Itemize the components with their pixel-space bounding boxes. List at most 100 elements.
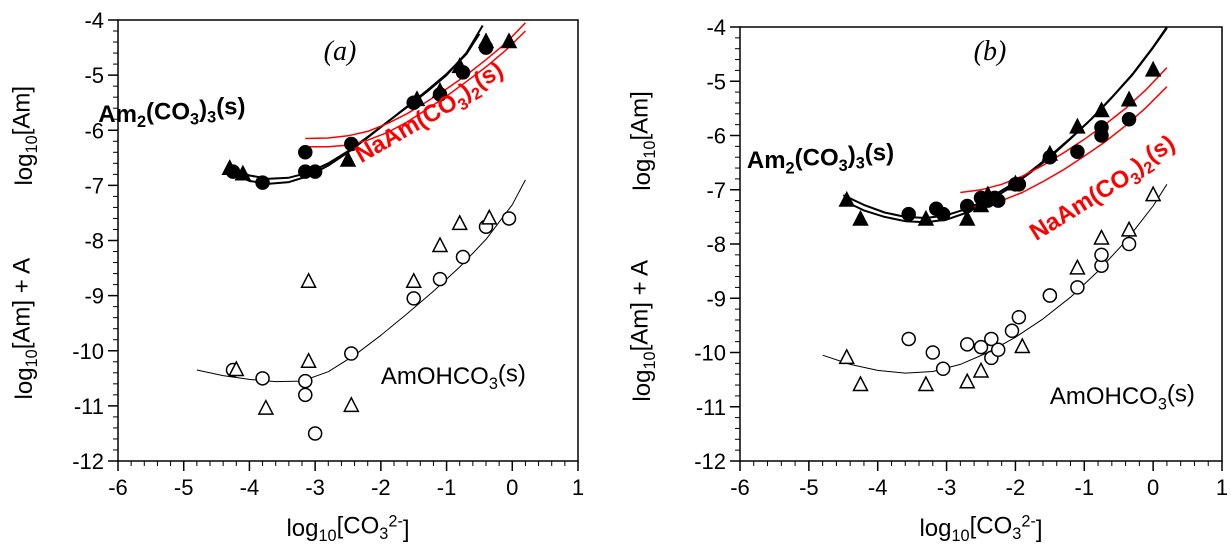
data-point-filled-circle (298, 145, 313, 160)
data-point-open-triangle (958, 372, 976, 389)
data-point-filled-triangle (838, 190, 855, 207)
data-point-filled-triangle (958, 209, 976, 226)
y-tick-label: -5 (706, 69, 726, 94)
data-point-open-circle (959, 337, 975, 352)
data-point-open-circle (935, 361, 951, 377)
phase-annotation: Am2(CO3)3(s) (98, 94, 245, 132)
data-point-open-circle (455, 249, 471, 265)
data-point-open-circle (298, 387, 313, 403)
data-point-open-triangle (1069, 258, 1086, 275)
data-point-open-circle (501, 211, 517, 226)
y-tick-label: -6 (706, 124, 726, 149)
data-point-open-circle (344, 346, 359, 361)
data-point-open-triangle (405, 272, 422, 289)
data-point-open-triangle (343, 396, 360, 413)
data-point-filled-triangle (1041, 144, 1059, 161)
y-tick-label: -4 (706, 15, 726, 40)
y-tick-label: -4 (84, 8, 104, 33)
data-point-filled-circle (935, 206, 951, 222)
panel-tag: (b) (974, 36, 1007, 67)
data-point-filled-triangle (234, 164, 252, 181)
phase-annotation: NaAm(CO3)2(s) (348, 56, 512, 171)
data-point-open-circle (1011, 309, 1027, 325)
data-point-filled-triangle (1120, 90, 1138, 107)
data-point-open-circle (990, 342, 1006, 358)
y-tick-label: -11 (696, 395, 726, 420)
y-tick-label: -7 (84, 173, 104, 198)
y-tick-label: -5 (84, 63, 104, 88)
data-point-filled-triangle (339, 150, 357, 167)
data-point-open-circle (1094, 247, 1109, 263)
x-tick-label: 0 (506, 475, 518, 500)
data-point-filled-triangle (1144, 60, 1162, 77)
data-point-filled-triangle (979, 185, 997, 202)
data-point-open-circle (901, 331, 916, 347)
data-point-filled-circle (1121, 111, 1137, 127)
x-tick-label: -6 (108, 475, 128, 500)
data-point-filled-circle (1070, 144, 1085, 160)
plot-frame (117, 19, 579, 462)
data-point-filled-triangle (408, 90, 426, 107)
data-point-filled-triangle (1093, 101, 1110, 118)
data-point-open-triangle (451, 214, 468, 231)
data-point-open-triangle (228, 360, 245, 377)
data-point-open-triangle (1144, 185, 1162, 202)
data-point-open-triangle (852, 375, 869, 392)
data-point-filled-triangle (221, 159, 238, 176)
data-point-open-triangle (917, 375, 935, 392)
y-tick-label: -9 (706, 286, 726, 311)
y-axis-label-bottom: log10[Am] + A (9, 258, 42, 400)
data-point-open-circle (255, 371, 270, 386)
chart-panel-a: -6 -5 -4 -3 -2 -1 0 1-12-11-10-9-8-7-6-5-4log10… (9, 8, 585, 545)
x-tick-label: -4 (868, 475, 888, 500)
data-point-filled-triangle (1007, 174, 1024, 191)
y-tick-label: -9 (84, 284, 104, 309)
data-point-filled-triangle (852, 209, 869, 226)
data-point-open-circle (406, 291, 421, 306)
x-axis-label: log10[CO32-] (919, 513, 1042, 546)
x-tick-label: -3 (305, 475, 325, 500)
data-point-open-circle (984, 331, 999, 347)
data-point-open-triangle (257, 398, 275, 415)
data-point-open-triangle (838, 348, 855, 365)
data-point-open-circle (925, 345, 941, 360)
data-point-filled-triangle (431, 81, 449, 98)
data-point-open-triangle (481, 208, 498, 225)
data-point-open-circle (307, 426, 323, 441)
data-point-open-circle (1004, 323, 1020, 339)
data-point-open-circle (973, 339, 989, 355)
data-point-open-triangle (972, 361, 990, 378)
data-point-open-circle (1070, 280, 1085, 295)
y-tick-label: -10 (72, 339, 104, 364)
y-axis-label-bottom: log10[Am] + A (627, 260, 660, 402)
chart-panel-b: -6 -5 -4 -3 -2 -1 0 1-12-11-10-9-8-7-6-5-4log10… (627, 15, 1229, 545)
data-point-filled-triangle (972, 196, 990, 213)
y-tick-label: -6 (84, 118, 104, 143)
x-tick-label: 1 (1216, 475, 1228, 500)
panel-tag: (a) (324, 36, 357, 67)
data-point-open-circle (1042, 288, 1058, 303)
data-point-open-circle (1121, 236, 1137, 252)
data-point-open-triangle (431, 236, 449, 253)
data-point-open-triangle (1014, 337, 1031, 354)
data-point-filled-circle (344, 136, 359, 152)
x-tick-label: -2 (371, 475, 391, 500)
x-tick-label: -5 (799, 475, 819, 500)
phase-annotation: NaAm(CO3)2(s) (1022, 130, 1184, 249)
data-point-filled-circle (901, 206, 916, 222)
phase-annotation: AmOHCO3(s) (381, 360, 526, 393)
data-point-open-triangle (1120, 220, 1138, 237)
data-point-filled-triangle (917, 209, 935, 226)
data-point-filled-circle (1094, 120, 1109, 135)
y-tick-label: -7 (706, 178, 726, 203)
x-tick-label: -1 (437, 475, 457, 500)
y-axis-label-top: log10[Am] (627, 91, 660, 191)
x-tick-label: -1 (1075, 475, 1095, 500)
y-axis-label-top: log10[Am] (9, 86, 42, 186)
phase-annotation: AmOHCO3(s) (1050, 381, 1195, 414)
x-axis-label: log10[CO32-] (286, 513, 409, 546)
data-point-open-triangle (300, 352, 317, 368)
x-tick-label: -5 (174, 475, 194, 500)
data-point-filled-triangle (500, 32, 518, 49)
